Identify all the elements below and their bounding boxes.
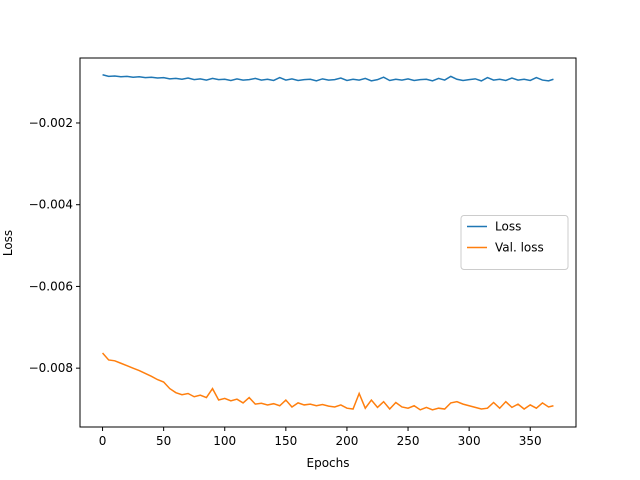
x-tick-label: 100: [213, 434, 236, 448]
x-tick-label: 0: [99, 434, 107, 448]
legend-box: [460, 215, 569, 270]
x-tick-label: 250: [397, 434, 420, 448]
series-line: [102, 74, 554, 82]
y-tick-label: −0.004: [29, 198, 73, 212]
x-tick-label: 150: [274, 434, 297, 448]
x-axis-label: Epochs: [307, 456, 350, 470]
y-tick-label: −0.002: [29, 116, 73, 130]
series-line: [101, 352, 554, 411]
y-tick-label: −0.006: [29, 279, 73, 293]
x-tick-label: 50: [156, 434, 171, 448]
legend-label: Loss: [495, 220, 521, 234]
y-axis-label: Loss: [1, 230, 15, 256]
x-tick-label: 200: [335, 434, 358, 448]
legend-label: Val. loss: [495, 241, 544, 255]
y-tick-label: −0.008: [29, 361, 73, 375]
plot-frame: [79, 57, 577, 428]
x-tick-label: 300: [458, 434, 481, 448]
x-tick-label: 350: [519, 434, 542, 448]
